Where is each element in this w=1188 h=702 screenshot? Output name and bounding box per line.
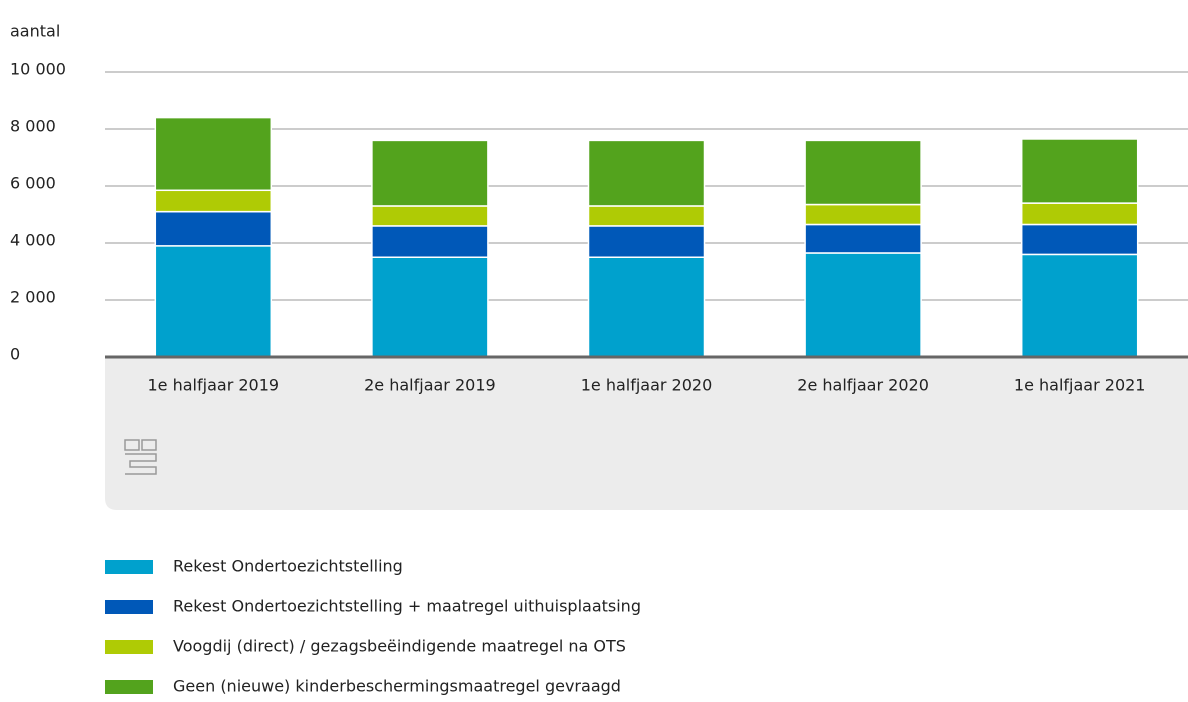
- bar-segment: [154, 189, 273, 213]
- bar-segment: [804, 139, 922, 206]
- legend-label: Geen (nieuwe) kinderbeschermingsmaatrege…: [173, 677, 621, 696]
- bar-segment: [154, 116, 273, 192]
- y-tick-label: 6 000: [10, 174, 56, 193]
- x-tick-label: 2e halfjaar 2020: [797, 376, 929, 395]
- bar-segment: [154, 210, 273, 247]
- bar-segment: [804, 252, 922, 358]
- bar-segment: [371, 225, 489, 258]
- legend-swatch: [105, 600, 153, 614]
- x-tick-label: 1e halfjaar 2021: [1014, 376, 1146, 395]
- y-tick-label: 4 000: [10, 231, 56, 250]
- bar-segment: [804, 203, 922, 226]
- bar-segment: [1020, 138, 1139, 204]
- cbs-logo: [124, 439, 157, 475]
- y-tick-label: 2 000: [10, 288, 56, 307]
- bar-segment: [371, 205, 489, 227]
- bar-segment: [587, 225, 706, 258]
- x-tick-label: 1e halfjaar 2019: [148, 376, 280, 395]
- bar-segment: [371, 139, 489, 207]
- bar-segment: [587, 139, 706, 207]
- legend-swatch: [105, 680, 153, 694]
- x-tick-label: 2e halfjaar 2019: [364, 376, 496, 395]
- y-tick-label: 8 000: [10, 117, 56, 136]
- bar-segment: [804, 223, 922, 254]
- legend-swatch: [105, 640, 153, 654]
- legend-label: Rekest Ondertoezichtstelling + maatregel…: [173, 597, 641, 616]
- legend-label: Voogdij (direct) / gezagsbeëindigende ma…: [173, 637, 626, 656]
- bar-segment: [587, 256, 706, 358]
- category-panel: [105, 357, 1188, 510]
- bar-segment: [371, 256, 489, 358]
- bar-segment: [587, 205, 706, 227]
- y-axis-label: aantal: [10, 22, 60, 41]
- bar-segment: [1020, 223, 1139, 256]
- bar-segment: [1020, 202, 1139, 226]
- bar-segment: [154, 245, 273, 358]
- legend-label: Rekest Ondertoezichtstelling: [173, 557, 403, 576]
- x-tick-label: 1e halfjaar 2020: [581, 376, 713, 395]
- legend-swatch: [105, 560, 153, 574]
- y-tick-label: 0: [10, 345, 20, 364]
- y-tick-label: 10 000: [10, 60, 66, 79]
- bar-segment: [1020, 253, 1139, 358]
